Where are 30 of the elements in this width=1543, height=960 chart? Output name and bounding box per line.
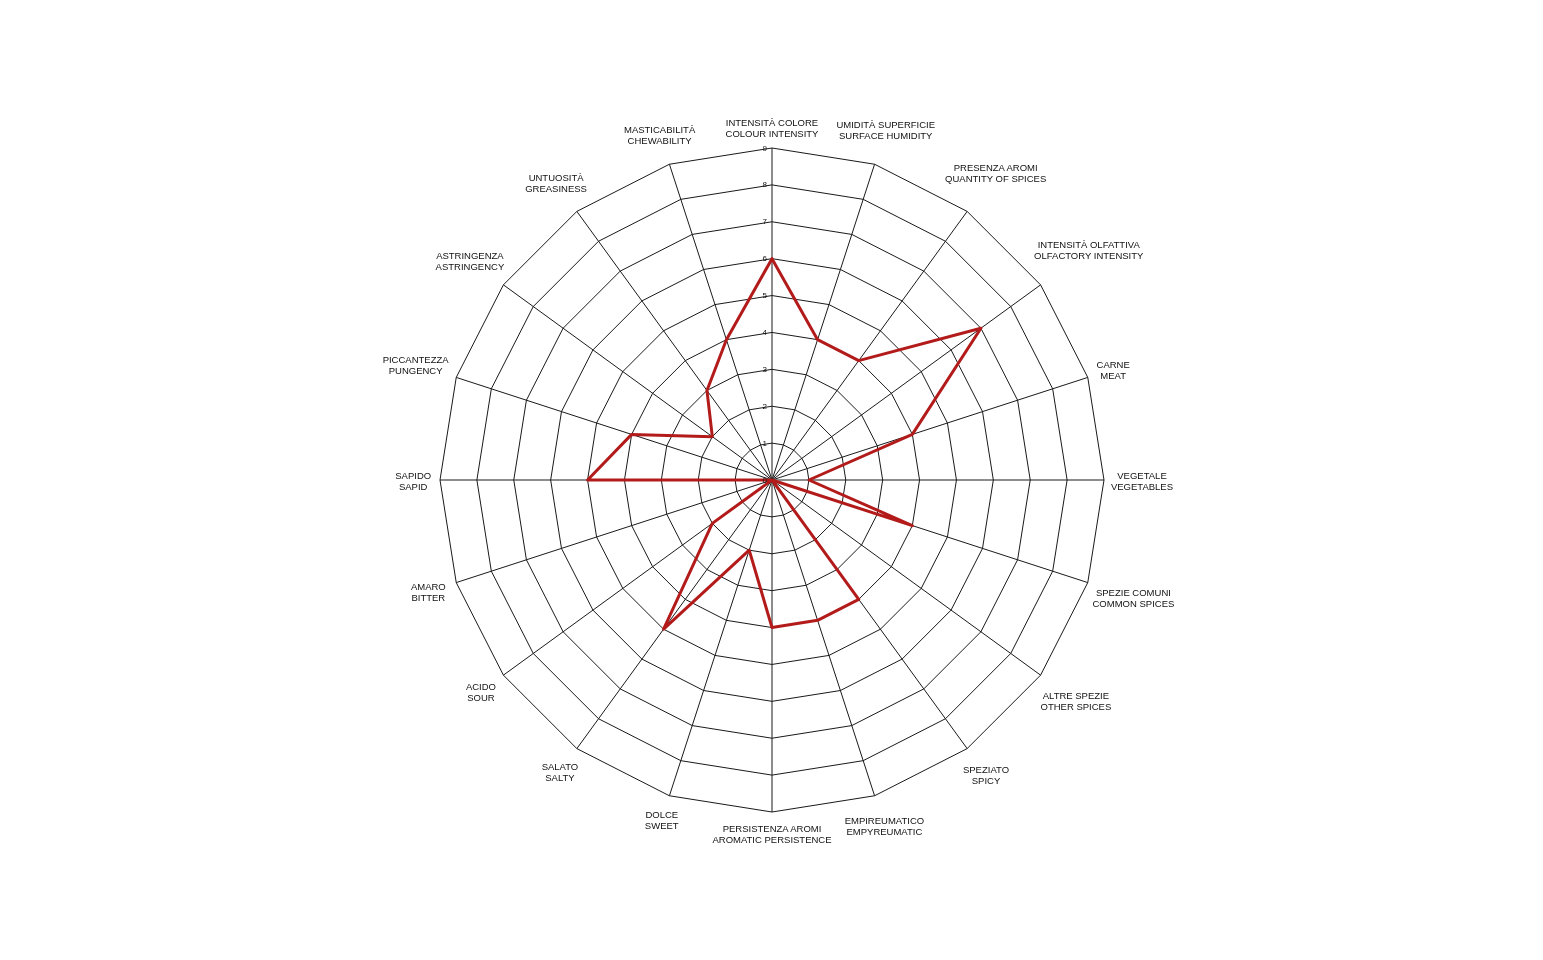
y-tick-label: 2 bbox=[762, 401, 768, 411]
spoke-label: PICCANTEZZA PUNGENCY bbox=[382, 353, 450, 376]
y-tick-label: 5 bbox=[762, 291, 768, 301]
y-tick-label: 3 bbox=[762, 364, 768, 374]
spoke-label: ACIDO SOUR bbox=[465, 680, 496, 703]
spoke-label: AMARO BITTER bbox=[410, 580, 446, 603]
y-tick-label: 8 bbox=[762, 180, 768, 190]
spoke-label: MASTICABILITÀ CHEWABILITY bbox=[623, 123, 696, 146]
y-tick-label: 9 bbox=[762, 143, 768, 153]
spoke-label: SAPIDO SAPID bbox=[395, 469, 432, 491]
spoke-label: VEGETALE VEGETABLES bbox=[1110, 469, 1174, 491]
y-tick-label: 1 bbox=[762, 438, 768, 448]
spoke-label: DOLCE SWEET bbox=[644, 808, 679, 831]
spoke-label: EMPIREUMATICO EMPYREUMATIC bbox=[844, 814, 925, 837]
spoke-label: SPEZIE COMUNI COMMON SPICES bbox=[1092, 586, 1175, 609]
spoke-label: SPEZIATO SPICY bbox=[962, 763, 1010, 786]
y-tick-label: 7 bbox=[762, 217, 768, 227]
spoke-label: ALTRE SPEZIE OTHER SPICES bbox=[1040, 689, 1112, 712]
spoke-label: CARNE MEAT bbox=[1096, 358, 1130, 381]
spoke-label: UMIDITÀ SUPERFICIE SURFACE HUMIDITY bbox=[836, 118, 936, 141]
spoke-label: INTENSITÀ COLORE COLOUR INTENSITY bbox=[725, 116, 820, 138]
y-tick-label: 4 bbox=[762, 327, 768, 337]
spoke-label: ASTRINGENZA ASTRINGENCY bbox=[435, 249, 505, 272]
spoke-label: INTENSITÀ OLFATTIVA OLFACTORY INTENSITY bbox=[1034, 238, 1145, 261]
y-tick-label: 0 bbox=[762, 475, 768, 485]
spoke-label: PERSISTENZA AROMI AROMATIC PERSISTENCE bbox=[712, 822, 832, 844]
spoke-label: PRESENZA AROMI QUANTITY OF SPICES bbox=[945, 161, 1047, 184]
spoke-label: SALATO SALTY bbox=[541, 760, 579, 783]
y-tick-label: 6 bbox=[762, 254, 768, 264]
spoke-label: UNTUOSITÀ GREASINESS bbox=[525, 171, 587, 194]
